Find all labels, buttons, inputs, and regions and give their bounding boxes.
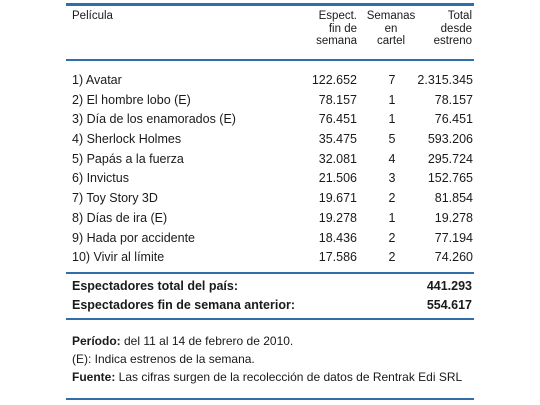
header-divider <box>66 59 474 61</box>
total-viewers: 81.854 <box>434 191 473 206</box>
box-office-table: 1) Avatar 122.652 7 2.315.345 2) El homb… <box>72 71 473 268</box>
header-espect: Espect. fin de semana <box>316 10 357 47</box>
note-fuente: Fuente: Las cifras surgen de la recolecc… <box>72 370 463 384</box>
weekend-viewers: 19.671 <box>318 191 357 206</box>
total-viewers: 74.260 <box>434 250 473 265</box>
movie-title: 7) Toy Story 3D <box>72 191 158 206</box>
movie-title: 8) Días de ira (E) <box>72 210 168 225</box>
weekend-viewers: 17.586 <box>318 250 357 265</box>
weeks-showing: 7 <box>388 73 396 87</box>
weekend-viewers: 32.081 <box>318 151 357 166</box>
weeks-showing: 1 <box>388 210 396 225</box>
weekend-viewers: 76.451 <box>318 112 357 127</box>
table-row: 9) Hada por accidente 18.436 2 77.194 <box>72 229 473 249</box>
movie-title: 6) Invictus <box>72 171 129 186</box>
summary-total-row: Espectadores total del país: 441.293 <box>72 278 472 294</box>
weeks-showing: 1 <box>388 112 396 127</box>
weeks-showing: 2 <box>388 191 396 206</box>
summary-divider <box>66 272 474 274</box>
movie-title: 1) Avatar <box>72 73 122 87</box>
movie-title: 5) Papás a la fuerza <box>72 151 184 166</box>
table-row: 1) Avatar 122.652 7 2.315.345 <box>72 71 473 91</box>
movie-title: 9) Hada por accidente <box>72 230 195 245</box>
note-periodo: Período: del 11 al 14 de febrero de 2010… <box>72 334 294 348</box>
header-pelicula: Película <box>72 10 113 22</box>
table-row: 10) Vivir al límite 17.586 2 74.260 <box>72 248 473 268</box>
weekend-viewers: 78.157 <box>318 92 357 107</box>
total-viewers: 152.765 <box>427 171 473 186</box>
weeks-showing: 2 <box>388 230 396 245</box>
summary-prev-row: Espectadores fin de semana anterior: 554… <box>72 297 472 313</box>
total-viewers: 593.206 <box>427 132 473 147</box>
total-viewers: 19.278 <box>434 210 473 225</box>
table-row: 4) Sherlock Holmes 35.475 5 593.206 <box>72 130 473 150</box>
summary-total-label: Espectadores total del país: <box>72 279 239 293</box>
summary-total-value: 441.293 <box>426 279 472 293</box>
top-rule <box>66 3 474 6</box>
table-row: 3) Día de los enamorados (E) 76.451 1 76… <box>72 110 473 130</box>
header-semanas: Semanas en cartel <box>366 10 416 47</box>
weeks-showing: 1 <box>388 92 396 107</box>
weekend-viewers: 35.475 <box>318 132 357 147</box>
movie-title: 3) Día de los enamorados (E) <box>72 112 236 127</box>
table-row: 7) Toy Story 3D 19.671 2 81.854 <box>72 189 473 209</box>
header-total: Total desde estreno <box>433 10 472 47</box>
movie-title: 4) Sherlock Holmes <box>72 132 182 147</box>
movie-title: 2) El hombre lobo (E) <box>72 92 191 107</box>
total-viewers: 2.315.345 <box>417 73 473 87</box>
weekend-viewers: 19.278 <box>318 210 357 225</box>
bottom-rule <box>66 398 474 400</box>
total-viewers: 77.194 <box>434 230 473 245</box>
table-row: 5) Papás a la fuerza 32.081 4 295.724 <box>72 150 473 170</box>
table-row: 8) Días de ira (E) 19.278 1 19.278 <box>72 209 473 229</box>
weekend-viewers: 21.506 <box>318 171 357 186</box>
total-viewers: 295.724 <box>427 151 473 166</box>
table-row: 2) El hombre lobo (E) 78.157 1 78.157 <box>72 91 473 111</box>
weekend-viewers: 122.652 <box>311 73 357 87</box>
weekend-viewers: 18.436 <box>318 230 357 245</box>
table-row: 6) Invictus 21.506 3 152.765 <box>72 169 473 189</box>
total-viewers: 78.157 <box>434 92 473 107</box>
summary-prev-label: Espectadores fin de semana anterior: <box>72 298 295 312</box>
total-viewers: 76.451 <box>434 112 473 127</box>
weeks-showing: 4 <box>388 151 396 166</box>
movie-title: 10) Vivir al límite <box>72 250 165 265</box>
note-estreno: (E): Indica estrenos de la semana. <box>72 352 255 366</box>
weeks-showing: 3 <box>388 171 396 186</box>
weeks-showing: 2 <box>388 250 396 265</box>
notes-divider <box>66 318 474 320</box>
summary-prev-value: 554.617 <box>426 298 472 312</box>
weeks-showing: 5 <box>388 132 396 147</box>
